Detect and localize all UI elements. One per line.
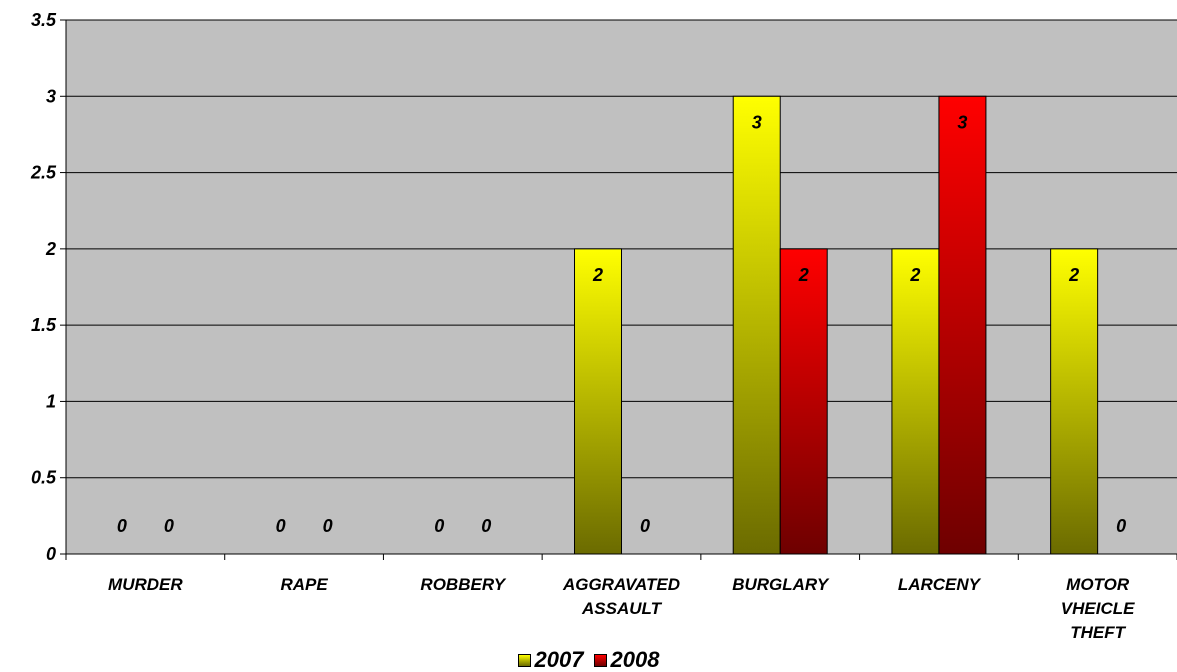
- legend-item-2007: 2007: [517, 647, 584, 672]
- axes: [60, 19, 1177, 560]
- bar-2007: [732, 95, 781, 555]
- x-tick-label: THEFT: [1070, 623, 1126, 642]
- y-tick-label: 3.5: [31, 10, 57, 30]
- y-tick-label: 0: [46, 544, 56, 564]
- y-tick-label: 3: [46, 86, 56, 106]
- x-tick-label: MURDER: [108, 575, 183, 594]
- data-label: 2: [592, 265, 603, 285]
- data-label: 2: [1068, 265, 1079, 285]
- data-label: 2: [798, 265, 809, 285]
- bar-2008: [779, 248, 828, 555]
- data-label: 0: [323, 516, 333, 536]
- y-tick-label: 1: [46, 391, 56, 411]
- y-tick-label: 0.5: [31, 468, 57, 488]
- data-label: 0: [481, 516, 491, 536]
- data-label: 3: [957, 112, 967, 132]
- legend-item-2008: 2008: [593, 647, 660, 672]
- legend: 2007 2008: [0, 648, 1177, 672]
- data-label: 0: [117, 516, 127, 536]
- x-tick-label: MOTOR: [1066, 575, 1130, 594]
- data-label: 0: [640, 516, 650, 536]
- x-tick-label: BURGLARY: [732, 575, 830, 594]
- bar-2007: [891, 248, 940, 555]
- data-label: 0: [1116, 516, 1126, 536]
- data-labels: 0 0 0 0 0 0 2 0 3 2 2 3 2 0: [117, 112, 1126, 536]
- data-label: 0: [434, 516, 444, 536]
- legend-label-2008: 2008: [610, 647, 660, 672]
- data-label: 2: [909, 265, 920, 285]
- x-tick-label: ASSAULT: [581, 599, 663, 618]
- y-tick-label: 1.5: [31, 315, 57, 335]
- y-tick-label: 2.5: [30, 163, 57, 183]
- y-tick-labels: 0 0.5 1 1.5 2 2.5 3 3.5: [30, 10, 57, 564]
- x-tick-labels: MURDER RAPE ROBBERY AGGRAVATED ASSAULT BURGLA…: [108, 575, 1135, 642]
- y-tick-label: 2: [45, 239, 56, 259]
- bar-2007: [1050, 248, 1099, 555]
- x-tick-label: AGGRAVATED: [562, 575, 680, 594]
- legend-swatch-2007: [517, 653, 531, 667]
- data-label: 0: [276, 516, 286, 536]
- data-label: 0: [164, 516, 174, 536]
- x-tick-label: VHEICLE: [1061, 599, 1135, 618]
- legend-label-2007: 2007: [534, 647, 584, 672]
- data-label: 3: [752, 112, 762, 132]
- bar-2007: [574, 248, 622, 555]
- bar-chart: 0 0.5 1 1.5 2 2.5 3 3.5 MURDER RAPE ROBBERY AGGRAV…: [30, 10, 1177, 642]
- legend-swatch-2008: [593, 653, 607, 667]
- x-tick-label: RAPE: [280, 575, 328, 594]
- x-tick-label: ROBBERY: [420, 575, 506, 594]
- bar-2008: [938, 95, 987, 555]
- x-tick-label: LARCENY: [898, 575, 982, 594]
